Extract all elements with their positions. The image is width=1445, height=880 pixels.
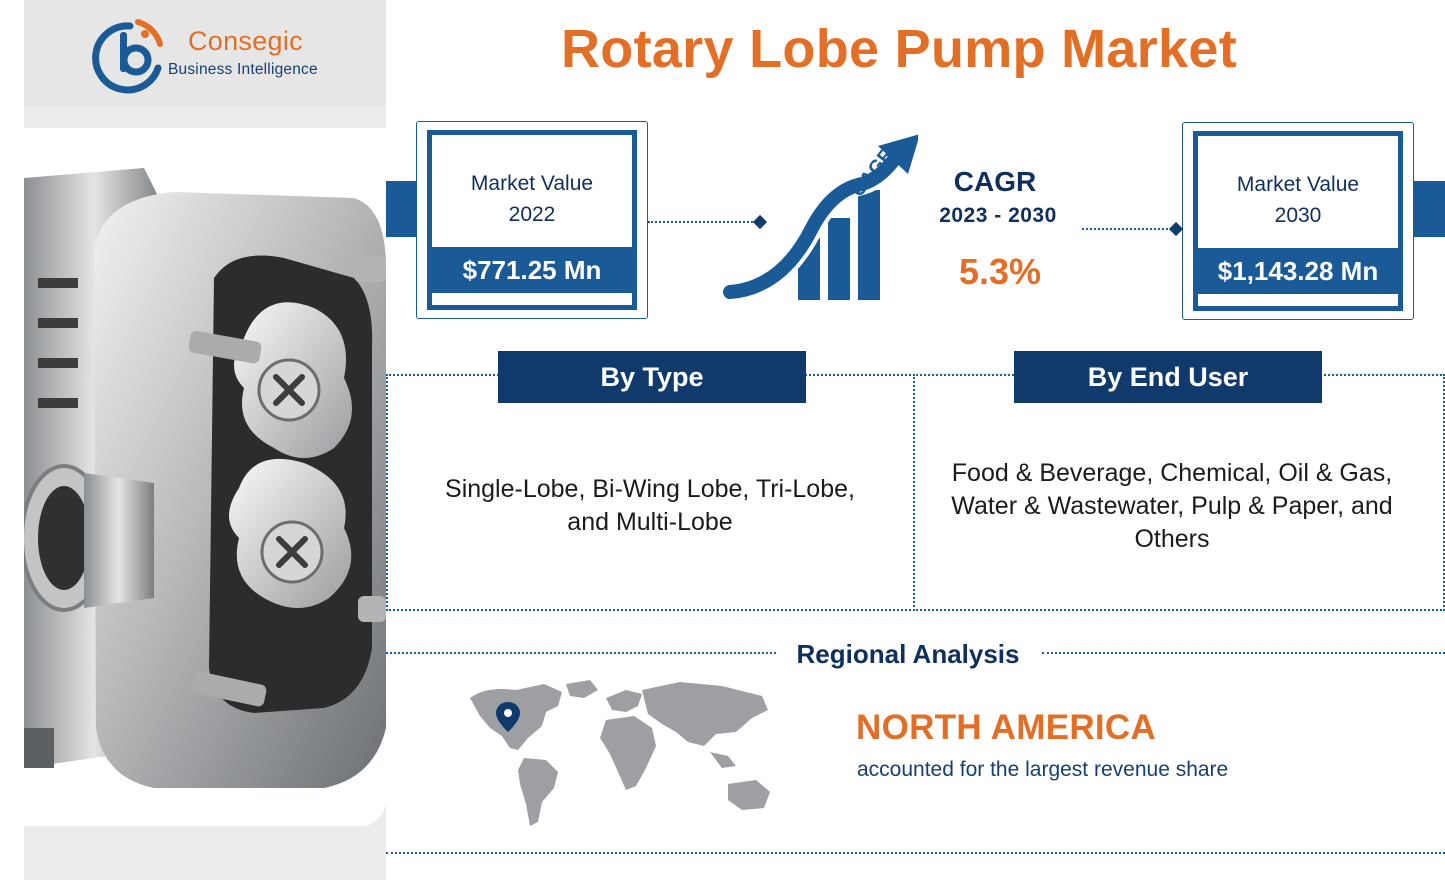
by-end-user-heading: By End User	[1014, 351, 1322, 403]
growth-arrow-icon: CAGR	[722, 134, 918, 303]
cagr-value: 5.3%	[958, 251, 1042, 292]
by-type-text: Single-Lobe, Bi-Wing Lobe, Tri-Lobe, and…	[445, 475, 855, 536]
market-value-2022-amount: $771.25 Mn	[432, 247, 632, 293]
right-accent-tab	[1412, 181, 1445, 237]
market-value-2022-year: 2022	[508, 203, 556, 226]
logo-tagline: Business Intelligence	[168, 61, 318, 78]
page-title: Rotary Lobe Pump Market	[560, 19, 1238, 79]
market-value-2030-amount: $1,143.28 Mn	[1198, 248, 1398, 294]
left-accent-tab	[386, 181, 418, 237]
logo: Consegic Business Intelligence	[24, 0, 386, 106]
consegic-logo-icon	[92, 19, 163, 94]
by-end-user-text: Food & Beverage, Chemical, Oil & Gas, Wa…	[951, 459, 1393, 553]
market-value-2030-label-line1: Market Value	[1236, 173, 1360, 196]
market-value-2030-label: Market Value 2030	[1198, 169, 1398, 231]
rotary-lobe-pump-photo	[24, 168, 386, 788]
regional-divider-left	[386, 652, 776, 654]
cagr-title: CAGR	[953, 166, 1037, 197]
bottom-divider	[386, 852, 1445, 854]
regional-divider-right	[1042, 652, 1445, 654]
market-value-2022-card: Market Value 2022 $771.25 Mn	[416, 121, 648, 319]
market-value-2022-frame: Market Value 2022 $771.25 Mn	[427, 130, 637, 310]
cagr-years: 2023 - 2030	[939, 204, 1057, 227]
by-type-heading: By Type	[498, 351, 806, 403]
market-value-2030-year: 2030	[1274, 204, 1322, 227]
pump-image	[24, 128, 386, 826]
connector-left	[648, 221, 760, 223]
leading-region-description: accounted for the largest revenue share	[857, 758, 1229, 781]
connector-right-dot	[1168, 221, 1184, 237]
connector-right	[1082, 228, 1176, 230]
logo-brand-name: Consegic	[188, 26, 303, 56]
market-value-2030-frame: Market Value 2030 $1,143.28 Mn	[1193, 131, 1403, 311]
market-value-2022-label: Market Value 2022	[432, 168, 632, 230]
world-map-icon	[470, 680, 770, 826]
market-value-2030-card: Market Value 2030 $1,143.28 Mn	[1182, 122, 1414, 320]
leading-region: NORTH AMERICA	[856, 708, 1157, 747]
market-value-2022-label-line1: Market Value	[470, 172, 594, 195]
regional-analysis-heading: Regional Analysis	[796, 639, 1020, 669]
location-pin-icon	[496, 702, 520, 732]
